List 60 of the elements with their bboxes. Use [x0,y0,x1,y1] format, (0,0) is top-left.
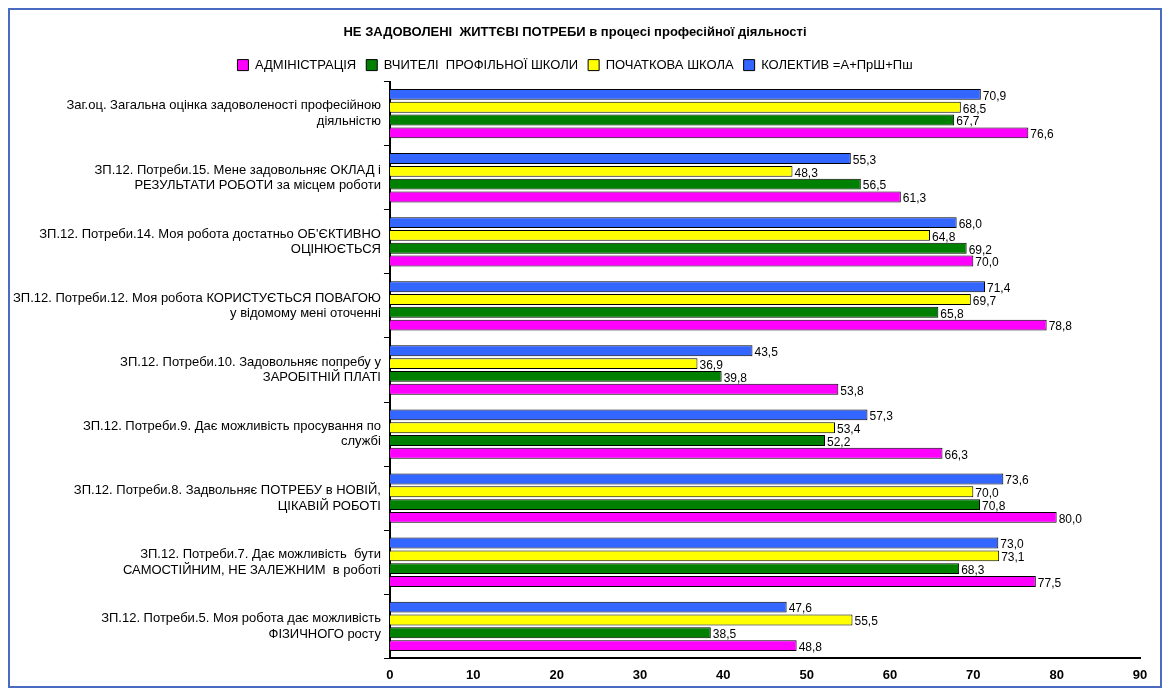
data-label: 80,0 [1058,511,1083,526]
data-label: 38,5 [712,627,737,642]
data-label: 48,8 [798,639,823,654]
data-label: 73,6 [1005,473,1030,488]
data-label: 39,8 [723,370,748,385]
y-tick-label: ЗП.12. Потреби.9. Дає можливість просування по службі [82,417,382,449]
legend-label: АДМІНІСТРАЦІЯ [254,56,357,72]
data-label: 53,4 [836,421,861,436]
data-label: 68,3 [961,562,985,577]
y-tick-label: Заг.оц. Загальна оцінка задоволеності професійною діяльністю [66,97,382,129]
x-tick-label: 60 [882,666,898,682]
y-tick-label: ЗП.12. Потреби.12. Моя робота КОРИСТУЄТЬСЯ ПОВАГОЮ у відомому мені оточенні [12,289,382,321]
x-tick-label: 90 [1132,666,1148,682]
data-label: 77,5 [1037,575,1062,590]
data-label: 47,6 [788,601,813,616]
data-label: 73,1 [1001,550,1025,565]
data-label: 70,9 [982,88,1007,103]
data-label: 76,6 [1030,127,1055,142]
legend-label: ВЧИТЕЛІ ПРОФІЛЬНОЇ ШКОЛИ [383,56,579,72]
y-tick-label: ЗП.12. Потреби.7. Дає можливість бути САМОСТІЙНИМ, НЕ ЗАЛЕЖНИМ в роботі [122,546,382,577]
x-tick-label: 50 [799,666,814,682]
y-tick-label: ЗП.12. Потреби.5. Моя робота дає можливість ФІЗИЧНОГО росту [101,610,382,641]
x-tick-label: 80 [1049,666,1064,682]
legend-label: ПОЧАТКОВА ШКОЛА [605,56,734,72]
data-label: 71,4 [986,281,1011,295]
data-label: 78,8 [1048,319,1073,334]
data-label: 68,0 [958,216,983,231]
data-label: 66,3 [944,447,969,462]
data-label: 57,3 [869,409,894,424]
x-tick-label: 70 [966,666,981,682]
data-label: 43,5 [754,345,779,360]
data-label: 48,3 [794,165,819,180]
y-tick-label: ЗП.12. Потреби.10. Задовольняє попребу у ЗАРОБІТНІЙ ПЛАТІ [120,353,382,385]
data-label: 67,7 [956,114,980,129]
y-tick-label: ЗП.12. Потреби.8. Задвольняє ПОТРЕБУ в НОВІЙ, ЦІКАВІЙ РОБОТІ [73,481,381,513]
data-label: 68,5 [962,101,987,116]
chart-title: НЕ ЗАДОВОЛЕНІ ЖИТТЄВІ ПОТРЕБИ в процесі професійної діяльності [343,24,807,40]
data-label: 56,5 [862,178,887,193]
y-tick-label: ЗП.12. Потреби.14. Моя робота достатньо ОБ'ЄКТИВНО ОЦІНЮЄТЬСЯ [39,225,381,257]
legend-label: КОЛЕКТИВ =А+ПрШ+Пш [761,56,913,72]
data-label: 70,8 [981,498,1006,513]
data-label: 73,0 [1000,537,1025,552]
x-tick-label: 10 [466,666,481,682]
x-tick-label: 20 [549,666,564,682]
data-label: 36,9 [699,357,724,372]
data-label: 65,8 [940,306,964,321]
data-label: 55,5 [854,614,879,629]
data-label: 52,2 [826,434,851,449]
x-tick-label: 30 [632,666,648,682]
data-label: 53,8 [840,383,864,398]
data-label: 64,8 [931,229,956,244]
data-label: 69,7 [972,293,997,308]
x-tick-label: 40 [716,666,731,682]
data-label: 55,3 [852,152,877,167]
x-tick-label: 0 [386,666,394,682]
data-label: 69,2 [968,242,993,257]
data-label: 70,0 [975,486,999,501]
data-label: 70,0 [975,255,999,270]
data-label: 61,3 [902,191,927,206]
y-tick-label: ЗП.12. Потреби.15. Мене задовольняє ОКЛАД і РЕЗУЛЬТАТИ РОБОТИ за місцем роботи [94,161,382,193]
